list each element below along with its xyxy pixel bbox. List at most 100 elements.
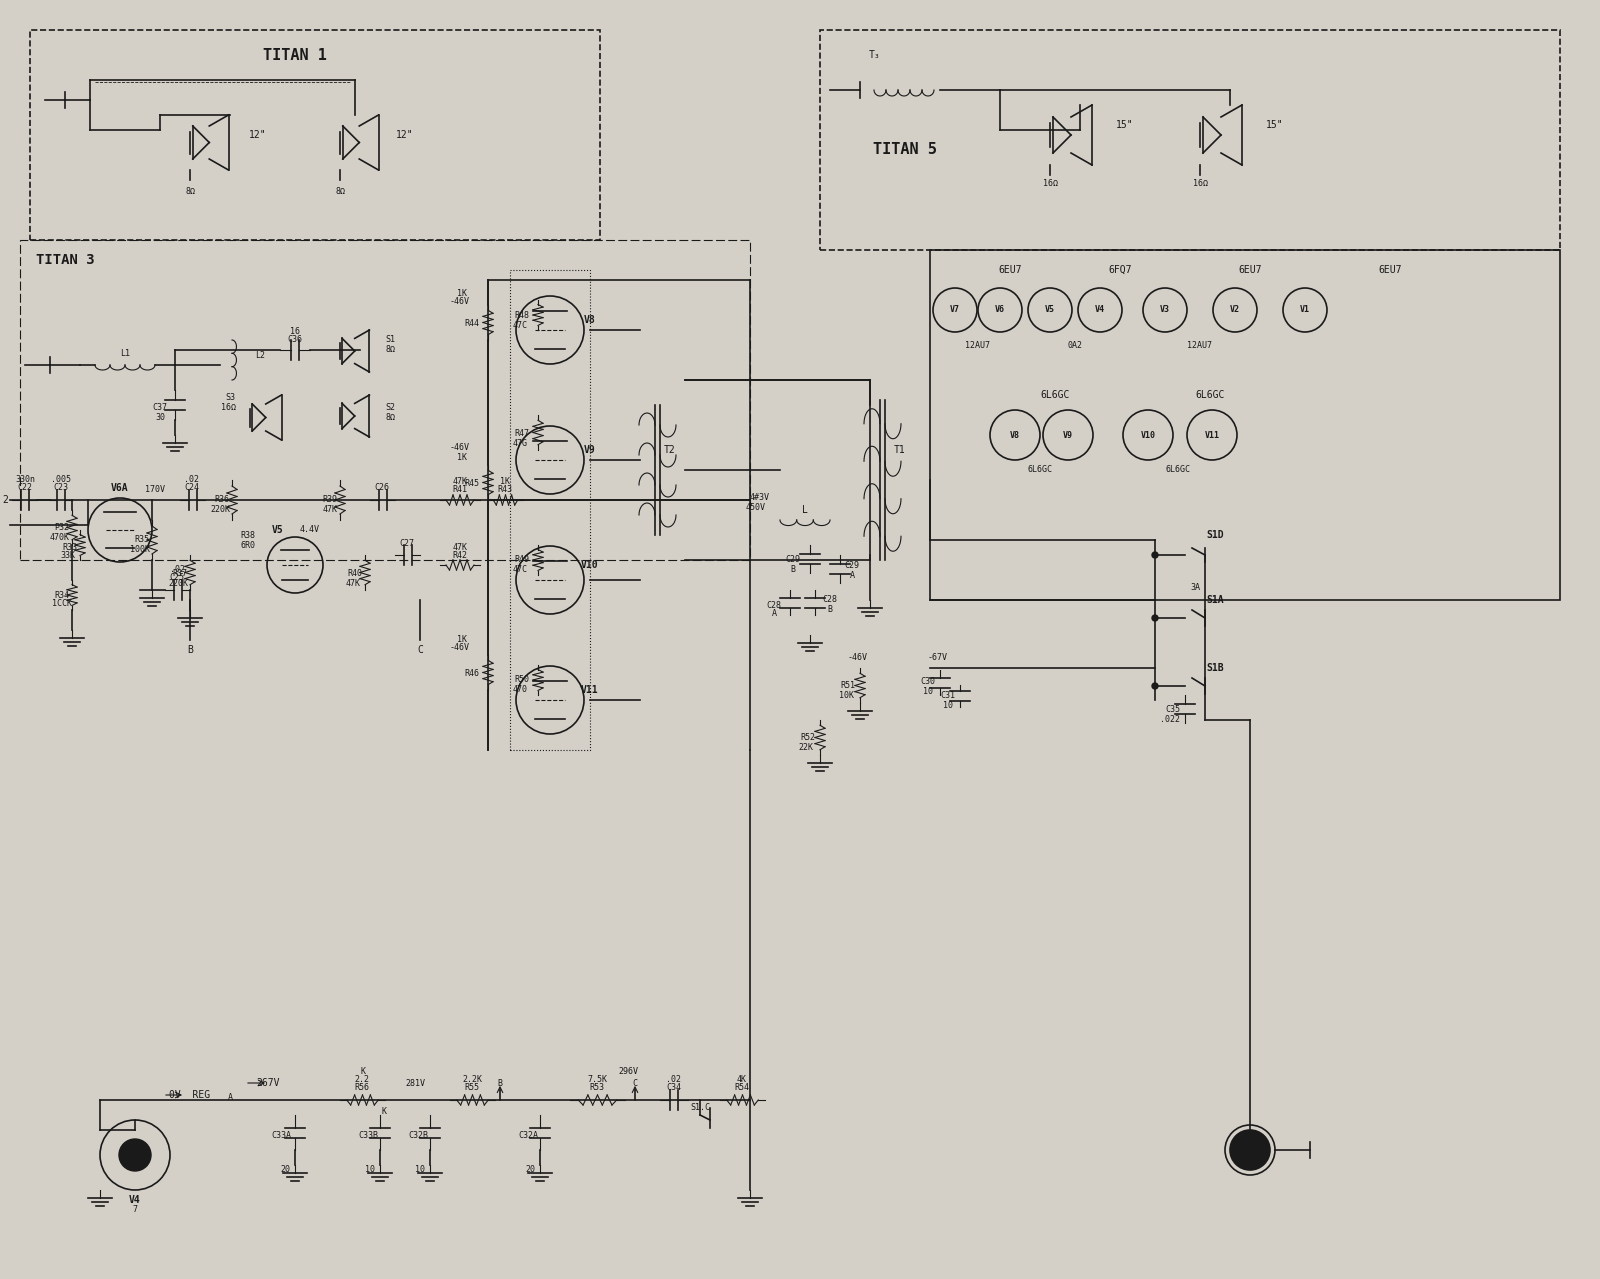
Text: C27: C27: [400, 538, 414, 547]
Text: C33B: C33B: [358, 1131, 378, 1140]
Text: R47: R47: [515, 428, 530, 437]
Text: V10: V10: [581, 560, 598, 570]
Text: 22K: 22K: [798, 743, 813, 752]
Bar: [19, 240, 750, 560]
Text: -46V: -46V: [450, 298, 470, 307]
Text: V9: V9: [1062, 431, 1074, 440]
Text: 20: 20: [525, 1165, 534, 1174]
Text: 10: 10: [414, 1165, 426, 1174]
Text: 8Ω: 8Ω: [334, 188, 346, 197]
Text: R50: R50: [515, 675, 530, 684]
Text: 12": 12": [250, 130, 267, 139]
Text: R51: R51: [840, 682, 856, 691]
Text: C30: C30: [920, 678, 936, 687]
Text: 16Ω: 16Ω: [1043, 179, 1058, 188]
Text: R38: R38: [240, 531, 256, 540]
Text: C32A: C32A: [518, 1131, 538, 1140]
Text: L2: L2: [254, 350, 266, 359]
Text: R44: R44: [464, 318, 480, 327]
Text: T2: T2: [664, 445, 675, 455]
Text: 281V: 281V: [405, 1078, 426, 1087]
Text: C35: C35: [1165, 706, 1181, 715]
Text: 8Ω: 8Ω: [386, 345, 395, 354]
Text: TITAN 5: TITAN 5: [874, 142, 938, 157]
Text: V7: V7: [950, 306, 960, 315]
Text: V11: V11: [581, 686, 598, 694]
Text: 10K: 10K: [838, 692, 853, 701]
Text: V9: V9: [584, 445, 595, 455]
Text: R55: R55: [464, 1083, 480, 1092]
Text: 2.2K: 2.2K: [462, 1076, 482, 1085]
Text: 4#3V: 4#3V: [750, 494, 770, 503]
Text: 267V: 267V: [256, 1078, 280, 1088]
Text: 6FQ7: 6FQ7: [1109, 265, 1131, 275]
Text: 47K: 47K: [346, 578, 360, 587]
Text: R40: R40: [347, 568, 363, 578]
Text: .005: .005: [51, 476, 70, 485]
Text: .02: .02: [667, 1076, 682, 1085]
Text: 47K: 47K: [453, 542, 467, 551]
Text: A: A: [227, 1092, 232, 1101]
Text: 20: 20: [280, 1165, 290, 1174]
Text: 7: 7: [133, 1206, 138, 1215]
Text: B: B: [187, 645, 194, 655]
Text: 220K: 220K: [210, 505, 230, 514]
Text: 2.2: 2.2: [355, 1076, 370, 1085]
Circle shape: [118, 1140, 150, 1172]
Text: R37: R37: [173, 568, 187, 578]
Text: 170V: 170V: [146, 486, 165, 495]
Text: C37: C37: [152, 403, 168, 413]
Text: 10: 10: [923, 688, 933, 697]
Text: 296V: 296V: [618, 1068, 638, 1077]
Text: R33: R33: [62, 542, 77, 551]
Text: 12AU7: 12AU7: [1187, 340, 1213, 349]
Text: .022: .022: [1160, 715, 1181, 724]
Text: 470K: 470K: [50, 533, 70, 542]
Text: 47K: 47K: [323, 505, 338, 514]
Text: R53: R53: [589, 1083, 605, 1092]
Text: V4: V4: [1094, 306, 1106, 315]
Text: 100K: 100K: [130, 546, 150, 555]
Bar: [30, 29, 600, 240]
Text: 15": 15": [1117, 120, 1134, 130]
Text: A: A: [771, 610, 776, 619]
Text: R41: R41: [453, 486, 467, 495]
Text: 1K: 1K: [458, 289, 467, 298]
Text: 30: 30: [155, 413, 165, 422]
Text: 2: 2: [2, 495, 8, 505]
Circle shape: [1230, 1131, 1270, 1170]
Text: 6EU7: 6EU7: [1378, 265, 1402, 275]
Text: R49: R49: [515, 555, 530, 564]
Text: -46V: -46V: [848, 654, 867, 663]
Circle shape: [1152, 553, 1158, 558]
Text: C32B: C32B: [408, 1131, 429, 1140]
Text: 0A2: 0A2: [1067, 340, 1083, 349]
Bar: [930, 249, 1560, 600]
Text: S1D: S1D: [1206, 530, 1224, 540]
Text: C22: C22: [18, 483, 32, 492]
Text: .02: .02: [170, 565, 184, 574]
Text: 4K: 4K: [738, 1076, 747, 1085]
Text: T₃: T₃: [869, 50, 882, 60]
Text: C28: C28: [822, 596, 837, 605]
Text: R36: R36: [214, 495, 229, 504]
Text: 1K: 1K: [458, 453, 467, 462]
Text: 3A: 3A: [1190, 583, 1200, 592]
Text: V2: V2: [1230, 306, 1240, 315]
Text: R54: R54: [734, 1083, 749, 1092]
Circle shape: [1152, 683, 1158, 689]
Text: C29: C29: [845, 560, 859, 569]
Text: V11: V11: [1205, 431, 1219, 440]
Text: K: K: [360, 1068, 365, 1077]
Circle shape: [1152, 615, 1158, 622]
Text: R39: R39: [323, 495, 338, 504]
Text: C28: C28: [766, 601, 781, 610]
Text: -46V: -46V: [450, 643, 470, 652]
Bar: [510, 270, 590, 749]
Text: V5: V5: [272, 524, 283, 535]
Text: 8Ω: 8Ω: [386, 413, 395, 422]
Text: A: A: [850, 570, 854, 579]
Text: R35: R35: [134, 536, 149, 545]
Bar: [819, 29, 1560, 249]
Text: 6EU7: 6EU7: [1238, 265, 1262, 275]
